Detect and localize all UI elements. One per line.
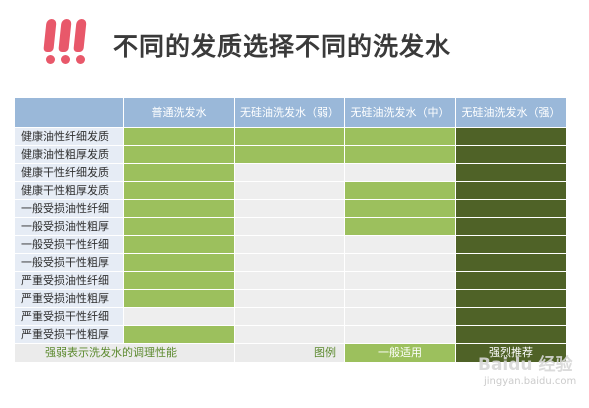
table-row: 健康油性纤细发质 (14, 127, 567, 146)
suitability-cell-none (344, 271, 456, 290)
column-header: 普通洗发水 (123, 97, 235, 128)
table-corner-cell (14, 97, 124, 128)
suitability-cell-light (344, 217, 456, 236)
suitability-cell-light (344, 181, 456, 200)
legend-label: 图例 (234, 343, 345, 363)
suitability-cell-light (123, 181, 235, 200)
table-row: 健康油性粗厚发质 (14, 145, 567, 164)
watermark: Baidu 经验 jingyan.baidu.com (478, 350, 578, 394)
suitability-cell-light (123, 199, 235, 218)
row-label: 健康油性纤细发质 (14, 127, 124, 146)
suitability-cell-light (123, 271, 235, 290)
row-label: 一般受损油性纤细 (14, 199, 124, 218)
suitability-cell-light (344, 127, 456, 146)
row-label: 健康干性粗厚发质 (14, 181, 124, 200)
suitability-cell-none (234, 199, 345, 218)
suitability-cell-light (123, 217, 235, 236)
table-header-row: 普通洗发水 无硅油洗发水（弱） 无硅油洗发水（中） 无硅油洗发水（强） (14, 97, 567, 128)
table-row: 健康干性纤细发质 (14, 163, 567, 182)
column-header: 无硅油洗发水（弱） (234, 97, 345, 128)
suitability-cell-none (344, 325, 456, 344)
suitability-cell-light (234, 127, 345, 146)
table-row: 严重受损油性纤细 (14, 271, 567, 290)
baidu-logo: Baidu 经验 (478, 355, 573, 375)
suitability-cell-dark (455, 235, 567, 254)
row-label: 一般受损干性纤细 (14, 235, 124, 254)
suitability-cell-dark (455, 325, 567, 344)
suitability-cell-dark (455, 307, 567, 326)
table-row: 严重受损干性粗厚 (14, 325, 567, 344)
table-footer-row: 强弱表示洗发水的调理性能 图例 一般适用 强烈推荐 (14, 343, 567, 363)
suitability-cell-none (344, 235, 456, 254)
suitability-cell-light (344, 145, 456, 164)
exclamation-icon (73, 19, 87, 65)
table-row: 健康干性粗厚发质 (14, 181, 567, 200)
suitability-cell-dark (455, 163, 567, 182)
table-row: 严重受损油性粗厚 (14, 289, 567, 308)
exclamation-icon (58, 19, 72, 65)
table-row: 一般受损干性粗厚 (14, 253, 567, 272)
suitability-cell-dark (455, 289, 567, 308)
table-row: 一般受损油性纤细 (14, 199, 567, 218)
suitability-cell-light (123, 289, 235, 308)
suitability-cell-dark (455, 199, 567, 218)
suitability-cell-none (344, 253, 456, 272)
suitability-cell-none (344, 307, 456, 326)
row-label: 一般受损干性粗厚 (14, 253, 124, 272)
suitability-cell-light (123, 325, 235, 344)
row-label: 严重受损油性粗厚 (14, 289, 124, 308)
suitability-cell-none (344, 289, 456, 308)
suitability-cell-none (344, 163, 456, 182)
column-header: 无硅油洗发水（强） (455, 97, 567, 128)
suitability-cell-none (234, 307, 345, 326)
suitability-cell-dark (455, 145, 567, 164)
exclamation-icon (43, 19, 57, 65)
row-label: 健康油性粗厚发质 (14, 145, 124, 164)
suitability-cell-dark (455, 253, 567, 272)
page-title: 不同的发质选择不同的洗发水 (113, 32, 452, 61)
footer-note: 强弱表示洗发水的调理性能 (14, 343, 235, 363)
suitability-cell-none (234, 271, 345, 290)
suitability-cell-none (234, 163, 345, 182)
suitability-cell-none (234, 181, 345, 200)
suitability-cell-dark (455, 181, 567, 200)
row-label: 一般受损油性粗厚 (14, 217, 124, 236)
suitability-cell-none (234, 289, 345, 308)
suitability-cell-light (344, 199, 456, 218)
suitability-cell-light (123, 235, 235, 254)
suitability-cell-none (234, 217, 345, 236)
suitability-cell-none (234, 325, 345, 344)
suitability-cell-dark (455, 127, 567, 146)
legend-strong-swatch: 强烈推荐 (455, 343, 567, 363)
row-label: 严重受损油性纤细 (14, 271, 124, 290)
suitability-cell-light (123, 127, 235, 146)
suitability-cell-light (234, 145, 345, 164)
exclamation-marks-icon (43, 19, 87, 65)
shampoo-suitability-table: 普通洗发水 无硅油洗发水（弱） 无硅油洗发水（中） 无硅油洗发水（强） 健康油性… (14, 97, 567, 363)
suitability-cell-light (123, 163, 235, 182)
suitability-cell-none (234, 235, 345, 254)
table-row: 一般受损干性纤细 (14, 235, 567, 254)
suitability-cell-none (123, 307, 235, 326)
column-header: 无硅油洗发水（中） (344, 97, 456, 128)
legend-common-swatch: 一般适用 (344, 343, 456, 363)
row-label: 严重受损干性纤细 (14, 307, 124, 326)
suitability-cell-light (123, 253, 235, 272)
suitability-cell-light (123, 145, 235, 164)
suitability-cell-none (234, 253, 345, 272)
watermark-url: jingyan.baidu.com (484, 376, 577, 387)
table-row: 一般受损油性粗厚 (14, 217, 567, 236)
row-label: 健康干性纤细发质 (14, 163, 124, 182)
row-label: 严重受损干性粗厚 (14, 325, 124, 344)
suitability-cell-dark (455, 217, 567, 236)
table-row: 严重受损干性纤细 (14, 307, 567, 326)
suitability-cell-dark (455, 271, 567, 290)
